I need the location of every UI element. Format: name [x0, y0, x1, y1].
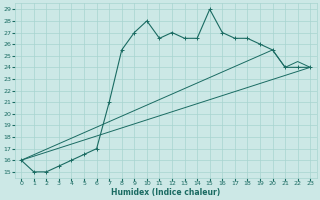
X-axis label: Humidex (Indice chaleur): Humidex (Indice chaleur)	[111, 188, 220, 197]
